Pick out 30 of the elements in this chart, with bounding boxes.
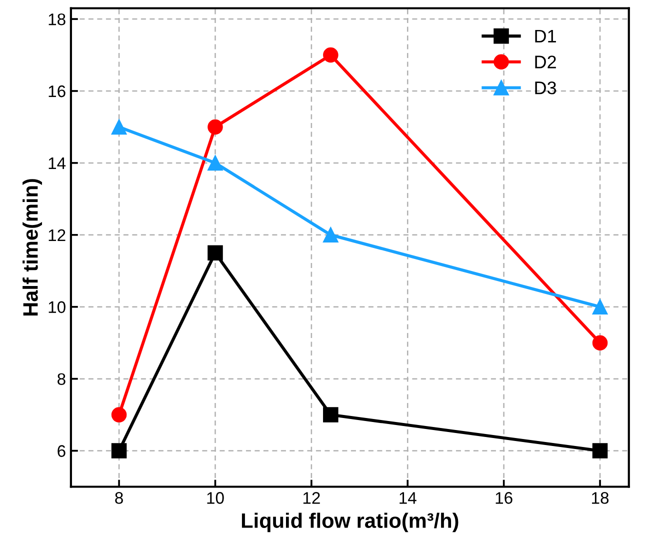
point bbox=[111, 443, 127, 458]
point bbox=[592, 299, 608, 314]
legend-label: D3 bbox=[535, 81, 556, 94]
y-tick-label: 12 bbox=[48, 229, 66, 241]
y-tick-label: 14 bbox=[48, 158, 66, 169]
point bbox=[592, 335, 608, 350]
y-tick-label: 16 bbox=[48, 85, 66, 98]
x-tick-label: 14 bbox=[400, 492, 416, 504]
point bbox=[592, 443, 608, 458]
x-tick-label: 18 bbox=[592, 492, 609, 504]
point bbox=[323, 227, 338, 243]
point bbox=[111, 407, 127, 422]
legend-label: D1 bbox=[535, 30, 556, 42]
point bbox=[208, 245, 223, 261]
y-tick-label: 18 bbox=[48, 13, 66, 26]
point bbox=[323, 407, 338, 422]
point bbox=[208, 155, 223, 171]
y-tick-label: 6 bbox=[58, 445, 66, 457]
y-tick-label: 10 bbox=[48, 301, 66, 314]
point bbox=[208, 119, 223, 135]
x-tick-label: 12 bbox=[303, 492, 320, 504]
x-axis-title: Liquid flow ratio(m³/h) bbox=[242, 512, 458, 532]
y-axis-title: Half time(min) bbox=[22, 179, 42, 316]
point bbox=[111, 119, 127, 135]
x-tick-label: 10 bbox=[207, 492, 224, 504]
y-tick-label: 8 bbox=[58, 373, 66, 386]
legend-label: D2 bbox=[535, 56, 556, 68]
point bbox=[323, 47, 338, 63]
x-tick-label: 8 bbox=[115, 492, 123, 504]
x-tick-label: 16 bbox=[496, 492, 512, 504]
